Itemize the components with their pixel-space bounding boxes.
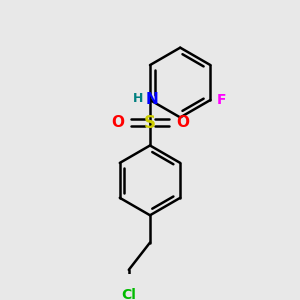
Text: H: H (133, 92, 143, 105)
Text: S: S (144, 114, 156, 132)
Text: Cl: Cl (121, 288, 136, 300)
Text: N: N (146, 92, 159, 107)
Text: F: F (217, 93, 226, 107)
Text: O: O (111, 115, 124, 130)
Text: O: O (176, 115, 189, 130)
